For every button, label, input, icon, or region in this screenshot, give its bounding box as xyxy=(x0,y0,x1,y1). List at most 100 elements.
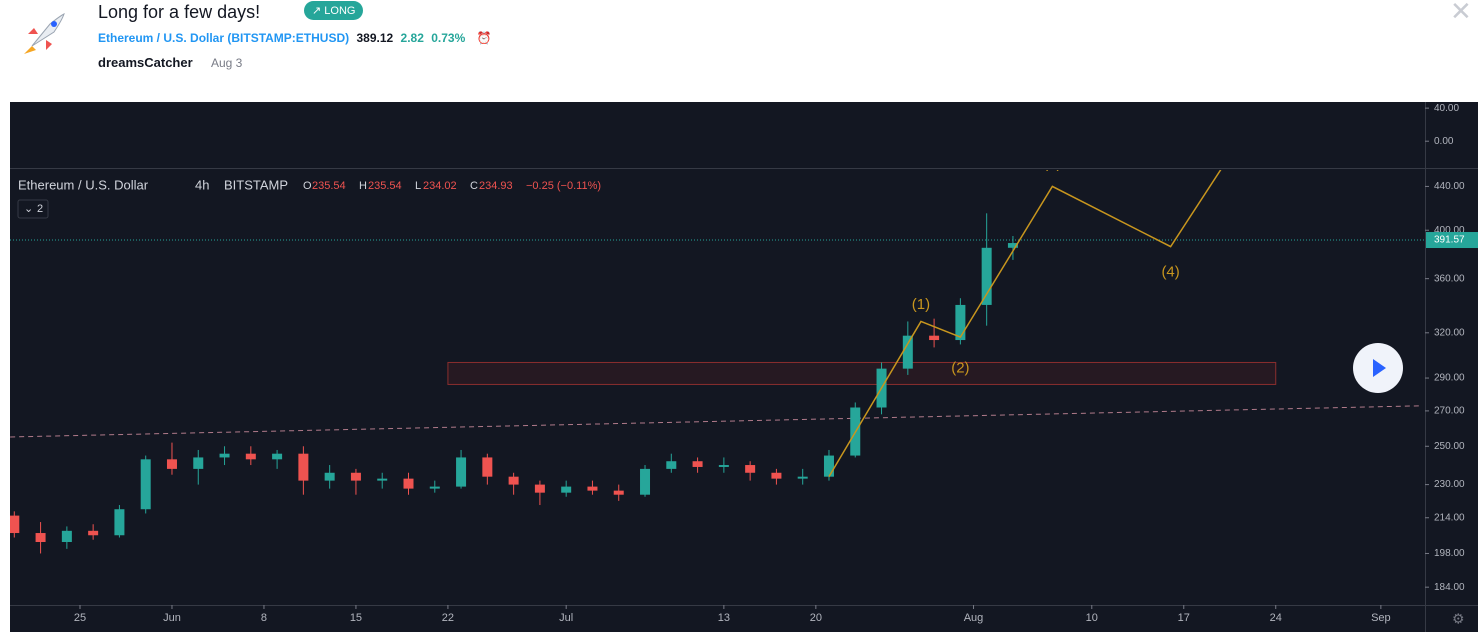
rocket-icon xyxy=(24,13,65,54)
candle-body xyxy=(429,486,440,489)
badge-text: LONG xyxy=(324,5,356,17)
x-tick-label: Jul xyxy=(559,612,573,624)
symbol-code[interactable]: (BITSTAMP:ETHUSD) xyxy=(227,31,350,45)
candle-body xyxy=(482,457,493,477)
candle-body xyxy=(745,465,756,473)
y-tick-label: 214.00 xyxy=(1434,512,1465,523)
legend-exchange: BITSTAMP xyxy=(224,177,288,192)
x-tick-label: 15 xyxy=(350,612,362,624)
oscillator-pane: 40.00 0.00 xyxy=(1425,103,1459,147)
osc-tick-label: 0.00 xyxy=(1434,136,1454,147)
legend-low-label: L xyxy=(415,180,421,192)
x-tick-label: 20 xyxy=(810,612,822,624)
legend-close-label: C xyxy=(470,180,478,192)
candle-body xyxy=(929,335,940,341)
y-tick-label: 270.00 xyxy=(1434,406,1465,417)
candle-body xyxy=(403,478,414,489)
indicator-count: 2 xyxy=(37,203,43,215)
settings-icon[interactable]: ⚙ xyxy=(1452,611,1465,627)
candle-body xyxy=(456,457,467,487)
candle-body xyxy=(981,247,992,305)
candle-body xyxy=(245,453,256,460)
candle-body xyxy=(140,459,151,510)
candle-body xyxy=(902,335,913,369)
x-tick-label: Sep xyxy=(1371,612,1391,624)
x-tick-label: 10 xyxy=(1086,612,1098,624)
chart: 40.00 0.00 (1) (2) (3) (4) 440.00 400.00 360.0… xyxy=(10,102,1478,632)
symbol-name[interactable]: Ethereum / U.S. Dollar xyxy=(98,31,225,45)
candle-body xyxy=(35,533,46,543)
legend-change: −0.25 (−0.11%) xyxy=(526,180,601,192)
y-tick-label: 184.00 xyxy=(1434,582,1465,593)
symbol-price: 389.12 xyxy=(356,31,394,45)
legend-open-label: O xyxy=(303,180,312,192)
candle-body xyxy=(823,455,834,477)
y-tick-label: 290.00 xyxy=(1434,373,1465,384)
last-price-label: 391.57 xyxy=(1434,235,1465,246)
symbol-change-percent: 0.73% xyxy=(431,31,466,45)
indicator-toggle[interactable] xyxy=(17,199,49,219)
candle-body xyxy=(955,304,966,341)
wave-label: (1) xyxy=(912,296,930,313)
wave-label: (3) xyxy=(1043,155,1061,172)
candle-body xyxy=(797,476,808,479)
trendline xyxy=(10,405,1421,438)
legend-high-label: H xyxy=(359,180,367,192)
x-tick-label: Jun xyxy=(163,612,181,624)
candle-body xyxy=(114,509,125,536)
y-tick-label: 400.00 xyxy=(1434,225,1465,236)
author[interactable]: dreamsCatcher xyxy=(98,55,193,70)
x-tick-label: 17 xyxy=(1178,612,1190,624)
main-pane: (1) (2) (3) (4) xyxy=(10,155,1425,554)
candle-body xyxy=(166,459,177,469)
candle-body xyxy=(350,472,361,481)
last-price-tag xyxy=(1426,232,1478,249)
y-tick-label: 250.00 xyxy=(1434,441,1465,452)
y-tick-label: 230.00 xyxy=(1434,479,1465,490)
play-icon xyxy=(1373,359,1386,377)
candle-body xyxy=(88,530,99,536)
candle-body xyxy=(534,484,545,493)
candle-body xyxy=(613,490,624,495)
candle-body xyxy=(298,453,309,481)
candle-body xyxy=(272,453,283,460)
x-tick-label: 24 xyxy=(1270,612,1282,624)
indicator-toggle-icon: ⌄ xyxy=(24,203,33,215)
candle-body xyxy=(666,461,677,469)
candle-body xyxy=(508,476,519,485)
y-tick-label: 198.00 xyxy=(1434,548,1465,559)
x-tick-label: Aug xyxy=(964,612,984,624)
candle-body xyxy=(561,486,572,493)
candle-body xyxy=(771,472,782,479)
y-tick-label: 320.00 xyxy=(1434,327,1465,338)
x-tick-label: 22 xyxy=(442,612,454,624)
candle-body xyxy=(219,453,230,458)
symbol-row: Ethereum / U.S. Dollar (BITSTAMP:ETHUSD)… xyxy=(98,31,492,45)
support-zone xyxy=(447,361,1277,385)
x-tick-label: 8 xyxy=(261,612,267,624)
wave-label: (4) xyxy=(1161,263,1179,280)
chart-background xyxy=(10,102,1478,632)
candle-body xyxy=(61,530,72,543)
candle-body xyxy=(324,472,335,481)
legend-symbol: Ethereum / U.S. Dollar xyxy=(18,177,149,192)
candle-body xyxy=(587,486,598,491)
candle-body xyxy=(1007,243,1018,248)
legend-low: 234.02 xyxy=(423,180,457,192)
legend-interval: 4h xyxy=(195,177,209,192)
candle-body xyxy=(193,457,204,469)
osc-tick-label: 40.00 xyxy=(1434,103,1459,114)
candle-body xyxy=(10,515,20,534)
candle-body xyxy=(377,478,388,481)
legend-close: 234.93 xyxy=(479,180,513,192)
y-tick-label: 360.00 xyxy=(1434,273,1465,284)
wave-line xyxy=(828,170,1222,478)
legend-high: 235.54 xyxy=(368,180,402,192)
idea-title: Long for a few days! xyxy=(98,2,261,22)
close-button[interactable]: ✕ xyxy=(1450,0,1472,26)
wave-label: (2) xyxy=(951,360,969,377)
candle-body xyxy=(640,468,651,495)
alert-icon[interactable]: ⏰ xyxy=(476,31,492,45)
